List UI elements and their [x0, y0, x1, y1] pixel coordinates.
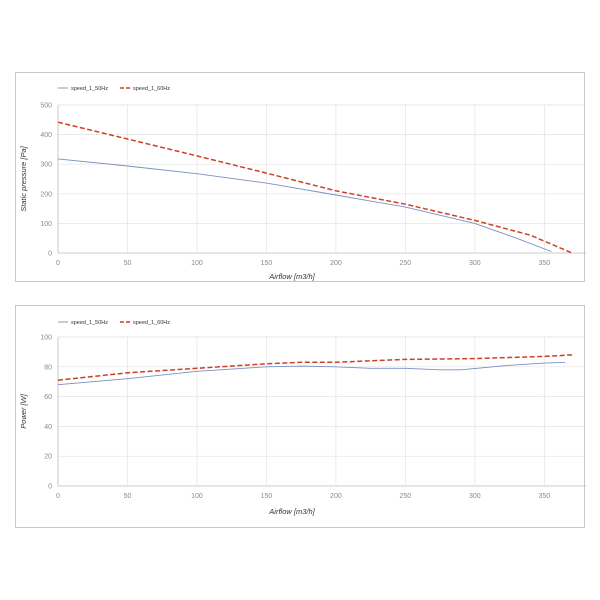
legend-item[interactable]: speed_1_60Hz — [120, 320, 170, 326]
x-tick-label: 200 — [330, 493, 342, 500]
legend-label: speed_1_50Hz — [71, 320, 108, 326]
pressure-chart-panel: 0 100 200 300 400 500 0 50 100 150 200 250 300 350 Air… — [15, 72, 586, 282]
y-tick-label: 400 — [40, 132, 52, 139]
power-chart-panel: 0 20 40 60 80 100 0 50 100 150 200 250 300 350 Airflow… — [15, 305, 586, 528]
y-tick-label: 0 — [48, 484, 52, 491]
x-tick-label: 350 — [538, 260, 550, 267]
x-tick-label: 150 — [261, 260, 273, 267]
x-tick-label: 0 — [56, 260, 60, 267]
x-tick-label: 100 — [191, 260, 203, 267]
x-tick-label: 350 — [538, 493, 550, 500]
legend-item[interactable]: speed_1_50Hz — [58, 320, 108, 326]
series-line-speed_1_50Hz — [57, 158, 552, 252]
y-tick-label: 60 — [44, 394, 52, 401]
series-line-speed_1_60Hz — [57, 354, 573, 381]
y-tick-label: 200 — [40, 191, 52, 198]
y-axis-title: Power [W] — [19, 393, 28, 429]
y-tick-label: 500 — [40, 103, 52, 110]
x-tick-label: 250 — [400, 493, 412, 500]
legend-item[interactable]: speed_1_50Hz — [58, 86, 108, 92]
y-axis-title: Static pressure [Pa] — [19, 145, 28, 211]
x-tick-label: 50 — [124, 260, 132, 267]
legend-label: speed_1_60Hz — [133, 86, 170, 92]
y-tick-label: 300 — [40, 162, 52, 169]
x-tick-label: 300 — [469, 493, 481, 500]
y-tick-label: 0 — [48, 251, 52, 258]
x-tick-label: 300 — [469, 260, 481, 267]
x-axis-title: Airflow [m3/h] — [268, 272, 315, 281]
x-tick-label: 150 — [261, 493, 273, 500]
series-line-speed_1_50Hz — [57, 361, 566, 386]
x-tick-label: 50 — [124, 493, 132, 500]
x-tick-label: 100 — [191, 493, 203, 500]
legend-item[interactable]: speed_1_60Hz — [120, 86, 170, 92]
x-tick-label: 0 — [56, 493, 60, 500]
y-tick-label: 80 — [44, 364, 52, 371]
legend-label: speed_1_60Hz — [133, 320, 170, 326]
x-axis-title: Airflow [m3/h] — [268, 507, 315, 516]
y-tick-label: 20 — [44, 454, 52, 461]
y-tick-label: 100 — [40, 335, 52, 342]
power-chart: 0 20 40 60 80 100 0 50 100 150 200 250 300 350 Airflow… — [19, 320, 586, 516]
pressure-chart: 0 100 200 300 400 500 0 50 100 150 200 250 300 350 Air… — [19, 86, 586, 281]
x-tick-label: 250 — [400, 260, 412, 267]
legend-label: speed_1_50Hz — [71, 86, 108, 92]
x-tick-label: 200 — [330, 260, 342, 267]
series-line-speed_1_60Hz — [57, 121, 573, 254]
y-tick-label: 100 — [40, 221, 52, 228]
y-tick-label: 40 — [44, 424, 52, 431]
